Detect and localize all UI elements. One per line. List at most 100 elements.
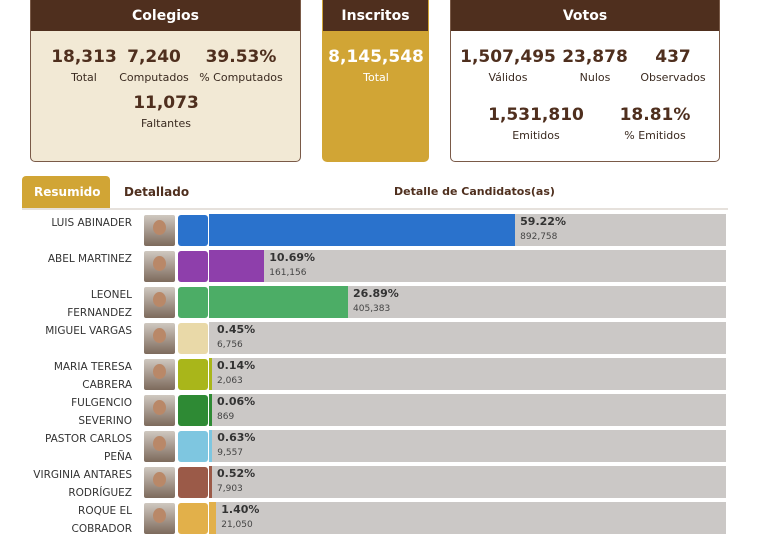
vote-percentage: 0.63%: [217, 431, 256, 444]
tab-resumido[interactable]: Resumido: [22, 176, 110, 208]
label: Faltantes: [141, 117, 191, 130]
name-line-1: FULGENCIO: [71, 397, 132, 409]
ppt-map-logo-icon: [178, 395, 208, 426]
label: Emitidos: [512, 129, 560, 142]
candidate-name: ABEL MARTINEZ: [0, 250, 132, 268]
candidate-photo: [144, 215, 175, 246]
opcion-logo-icon: [178, 467, 208, 498]
vote-count: 7,903: [217, 484, 243, 494]
vote-bar-fill: [209, 358, 212, 390]
vote-percentage: 0.06%: [217, 395, 256, 408]
votos-emitidos: 1,531,810 Emitidos: [476, 105, 596, 142]
colegios-pct-computados: 39.53% % Computados: [191, 47, 291, 84]
candidate-photo: [144, 287, 175, 318]
vote-bar-track: 26.89% 405,383: [209, 286, 726, 318]
votos-validos: 1,507,495 Válidos: [458, 47, 558, 84]
vote-bar-track: 1.40% 21,050: [209, 502, 726, 534]
candidate-photo: [144, 323, 175, 354]
candidate-name: MIGUEL VARGAS: [0, 322, 132, 340]
results-tabs: Resumido Detallado Detalle de Candidatos…: [22, 176, 728, 210]
name-line-2: RODRÍGUEZ: [68, 487, 132, 499]
candidate-name: ROQUE EL COBRADOR: [0, 502, 133, 538]
votos-observados: 437 Observados: [623, 47, 719, 84]
vote-percentage: 0.45%: [217, 323, 256, 336]
candidate-row: PASTOR CARLOS PEÑA 0.63% 9,557: [0, 428, 768, 463]
prd-logo-icon: [178, 323, 208, 354]
value: 23,878: [562, 47, 628, 67]
vote-bar-track: 0.45% 6,756: [209, 322, 726, 354]
vote-bar-track: 0.06% 869: [209, 394, 726, 426]
inscritos-card: Inscritos 8,145,548 Total: [322, 0, 429, 162]
value: 18,313: [51, 47, 117, 67]
vote-bar-track: 0.52% 7,903: [209, 466, 726, 498]
vote-bar-track: 0.14% 2,063: [209, 358, 726, 390]
vote-bar-fill: [209, 466, 212, 498]
name-line-1: MIGUEL VARGAS: [45, 325, 132, 337]
vote-count: 161,156: [269, 268, 307, 278]
value: 1,531,810: [488, 105, 584, 125]
label: Total: [363, 71, 389, 84]
inscritos-title: Inscritos: [323, 0, 428, 31]
candidate-name: FULGENCIO SEVERINO: [0, 394, 132, 430]
label: % Computados: [199, 71, 283, 84]
candidate-row: MARIA TERESA CABRERA 0.14% 2,063: [0, 356, 768, 391]
name-line-1: LEONEL: [90, 289, 132, 301]
label: Observados: [640, 71, 706, 84]
label: % Emitidos: [624, 129, 686, 142]
value: 39.53%: [205, 47, 277, 67]
candidate-photo: [144, 503, 175, 534]
vote-bar-fill: [209, 250, 265, 282]
name-line-1: ROQUE EL: [78, 505, 132, 517]
prm-logo-icon: [178, 215, 208, 246]
vote-count: 405,383: [353, 304, 391, 314]
colegios-computados: 7,240 Computados: [104, 47, 204, 84]
value: 7,240: [127, 47, 181, 67]
name-line-1: MARIA TERESA: [53, 361, 132, 373]
candidate-name: MARIA TERESA CABRERA: [0, 358, 132, 394]
candidate-row: ROQUE EL COBRADOR 1.40% 21,050: [0, 500, 768, 535]
value: 11,073: [133, 93, 199, 113]
name-line-1: LUIS ABINADER: [51, 217, 132, 229]
vote-percentage: 10.69%: [269, 251, 316, 264]
tab-detallado[interactable]: Detallado: [124, 185, 190, 199]
vote-count: 892,758: [520, 232, 558, 242]
vote-bar-fill: [209, 502, 217, 534]
label: Nulos: [579, 71, 611, 84]
candidate-photo: [144, 467, 175, 498]
candidate-row: MIGUEL VARGAS 0.45% 6,756: [0, 320, 768, 354]
colegios-total: 18,313 Total: [34, 47, 134, 84]
vote-bar-fill: [209, 430, 213, 462]
inscritos-total: 8,145,548 Total: [326, 47, 426, 84]
name-line-1: PASTOR CARLOS: [44, 433, 132, 445]
name-line-2: SEVERINO: [78, 415, 132, 427]
value: 437: [655, 47, 691, 67]
candidate-name: LEONEL FERNANDEZ: [0, 286, 132, 322]
candidate-photo: [144, 395, 175, 426]
vote-percentage: 59.22%: [520, 215, 566, 228]
candidate-photo: [144, 431, 175, 462]
vote-bar-fill: [209, 394, 212, 426]
vote-bar-fill: [209, 322, 212, 354]
gens-logo-icon: [178, 431, 208, 462]
candidates-heading: Detalle de Candidatos(as): [394, 185, 555, 198]
frente-amplio-logo-icon: [178, 359, 208, 390]
candidate-photo: [144, 251, 175, 282]
vote-count: 6,756: [217, 340, 243, 350]
colegios-card: Colegios 18,313 Total 7,240 Computados 39.…: [30, 0, 301, 162]
vote-bar-track: 59.22% 892,758: [209, 214, 726, 246]
globe-logo-icon: [178, 503, 208, 534]
name-line-2: CABRERA: [82, 379, 132, 391]
vote-percentage: 0.52%: [217, 467, 256, 480]
vote-percentage: 26.89%: [353, 287, 399, 300]
name-line-1: VIRGINIA ANTARES: [33, 469, 132, 481]
vote-bar-fill: [209, 286, 349, 318]
label: Válidos: [488, 71, 528, 84]
votos-nulos: 23,878 Nulos: [545, 47, 645, 84]
name-line-1: ABEL MARTINEZ: [47, 253, 132, 265]
value: 18.81%: [619, 105, 691, 125]
label: Total: [71, 71, 97, 84]
votos-card: Votos 1,507,495 Válidos 23,878 Nulos 437 Ob…: [450, 0, 720, 162]
vote-bar-track: 0.63% 9,557: [209, 430, 726, 462]
candidate-name: LUIS ABINADER: [0, 214, 132, 232]
pld-star-logo-icon: [178, 251, 208, 282]
